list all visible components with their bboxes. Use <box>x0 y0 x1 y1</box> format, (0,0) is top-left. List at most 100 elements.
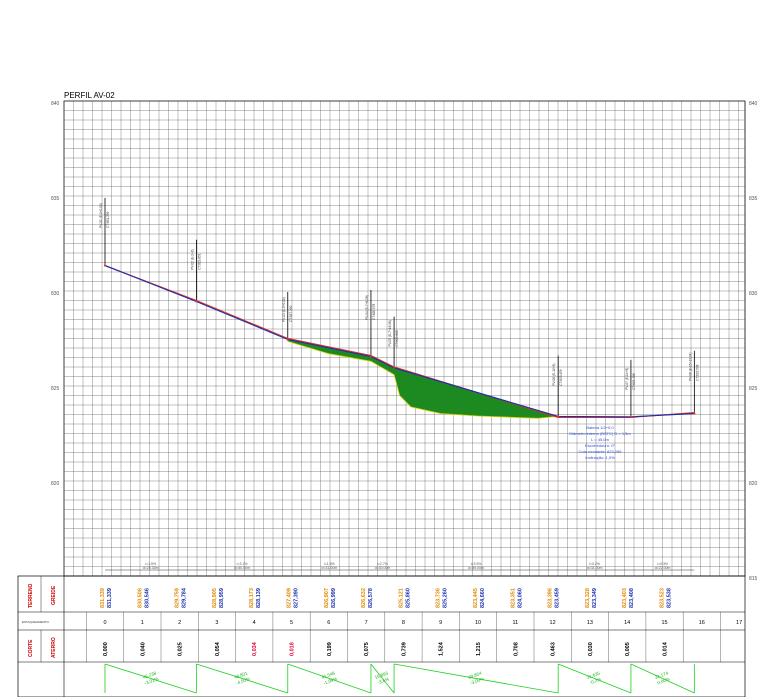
slope-segment <box>630 663 695 694</box>
station-number: 14 <box>624 620 630 626</box>
slope-length: 16,893 <box>374 670 389 680</box>
slope-segment <box>370 663 395 694</box>
greide-value: 829,784 <box>182 587 188 608</box>
greide-value: 826,999 <box>331 588 337 608</box>
slope-length: 31,174 <box>654 670 669 680</box>
y-tick-835: 835 <box>51 196 60 202</box>
pv-node <box>693 412 696 415</box>
station-number: 7 <box>365 620 368 626</box>
y-tick-830: 830 <box>51 291 60 297</box>
terreno-value: 831,339 <box>100 588 106 608</box>
terreno-value: 823,351 <box>510 588 516 608</box>
slope-percent: -0,2% <box>589 676 602 685</box>
volume-value: 0,025 <box>178 642 184 656</box>
station-number: 6 <box>327 620 330 626</box>
station-number: 10 <box>475 620 481 626</box>
station-number: 3 <box>215 620 218 626</box>
profile-lines <box>103 264 696 418</box>
grid <box>63 100 746 577</box>
pv-label: PV-01 (E-0+0.00) <box>99 203 103 228</box>
station-number: 1 <box>141 620 144 626</box>
slope-percent: 0,00% <box>657 676 671 685</box>
station-number: 11 <box>512 620 518 626</box>
pv-cota-label: CT:825.860 <box>395 330 399 347</box>
pv-cota-label: CT:827.390 <box>289 305 293 322</box>
greide-value: 830,546 <box>144 588 150 608</box>
station-number: 9 <box>439 620 442 626</box>
segment-slope: i=2.7% <box>377 562 388 566</box>
y-tick-right-830: 830 <box>749 291 758 297</box>
terreno-value: 823,328 <box>585 588 591 608</box>
greide-value: 831,339 <box>107 588 113 608</box>
y-tick-825: 825 <box>51 386 60 392</box>
note-line-6: Inclinação: 1,0% <box>585 455 615 460</box>
greide-value: 823,408 <box>629 588 635 608</box>
segment-slope: i=0.3% <box>657 562 668 566</box>
station-number: 15 <box>661 620 667 626</box>
volume-value: 1,215 <box>476 642 482 656</box>
slope-length: 45,238 <box>142 670 157 680</box>
y-tick-right-820: 820 <box>749 481 758 487</box>
row-label-terreno: TERRENO <box>28 583 34 608</box>
terreno-value: 827,409 <box>287 588 293 608</box>
pv-label: PV-02 (E-2+8) <box>190 249 194 269</box>
slope-percent: -3,01% <box>144 676 159 686</box>
volume-value: 0,075 <box>364 642 370 656</box>
volume-value: 0,000 <box>103 642 109 656</box>
terreno-value: 823,403 <box>622 588 628 608</box>
slope-percent: -1,99% <box>323 676 338 686</box>
segment-length: d=22.00m <box>655 566 671 570</box>
pv-node <box>369 355 373 358</box>
note-line-3: L = 45,0m <box>591 437 609 442</box>
pv-node <box>557 415 560 418</box>
station-number: 17 <box>736 620 742 626</box>
outfall-note: Bateria 1/2+0,0 Diâmetro interno (BSTC) … <box>569 425 631 460</box>
pv-label: PV-06 (E-12+8) <box>552 364 556 386</box>
pv-cota-label: CT:826.578 <box>372 304 376 321</box>
pv-cota-label: CT:823.408 <box>632 373 636 390</box>
greide-value: 825,260 <box>443 588 449 608</box>
terrain-line <box>104 264 695 418</box>
segment-slope: i=3.1% <box>237 562 248 566</box>
pv-node <box>103 264 107 267</box>
greide-value: 825,860 <box>405 588 411 608</box>
terreno-value: 825,121 <box>398 588 404 608</box>
slope-segment <box>196 663 288 694</box>
segment-length: d=31.00m <box>322 566 338 570</box>
slope-segment <box>104 663 197 694</box>
y-tick-right-815: 815 <box>749 576 758 582</box>
segment-slope: i=3.5% <box>471 562 482 566</box>
note-line-5: Cota montante: 823,296 <box>579 449 623 454</box>
pv-cota-label: CT:823.538 <box>695 364 699 381</box>
note-line-1: Bateria 1/2+0,0 <box>586 425 614 430</box>
terreno-value: 823,445 <box>473 588 479 608</box>
pv-label: PV-04 (E-7+8.28) <box>365 295 369 320</box>
greide-value: 823,459 <box>555 588 561 608</box>
segment-slope: i=1.5% <box>324 562 335 566</box>
pv-node <box>286 338 289 341</box>
pv-label: PV-07 (E-14+8) <box>625 368 629 390</box>
terreno-value: 826,907 <box>324 588 330 608</box>
segment-length: d=30.00m <box>375 566 391 570</box>
greide-value: 824,060 <box>517 588 523 608</box>
y-tick-840: 840 <box>51 101 60 107</box>
terreno-value: 828,905 <box>212 588 218 608</box>
volume-value: 0,463 <box>551 642 557 656</box>
note-line-4: Escorredouro: 0° <box>585 443 615 448</box>
segment-slope: i=1.5% <box>145 562 156 566</box>
pv-cota-label: CT:823.459 <box>559 369 563 386</box>
pv-label: PV-05 (E-7+16.96) <box>388 320 392 347</box>
volume-value: 0,054 <box>215 641 221 656</box>
station-number: 2 <box>178 620 181 626</box>
terreno-value: 826,632 <box>361 588 367 608</box>
row-label-corte: CORTE <box>28 639 34 657</box>
slope-length: 31,635 <box>586 670 601 680</box>
volume-value: 1,524 <box>439 641 445 656</box>
terreno-value: 823,736 <box>436 588 442 608</box>
segment-slope: i=0.2% <box>589 562 600 566</box>
greide-value: 824,660 <box>480 588 486 608</box>
row-label-greide: GREIDE <box>51 585 57 605</box>
y-axis-right: 840 835 830 825 820 815 <box>749 101 758 582</box>
slope-length: 48,801 <box>234 670 249 680</box>
